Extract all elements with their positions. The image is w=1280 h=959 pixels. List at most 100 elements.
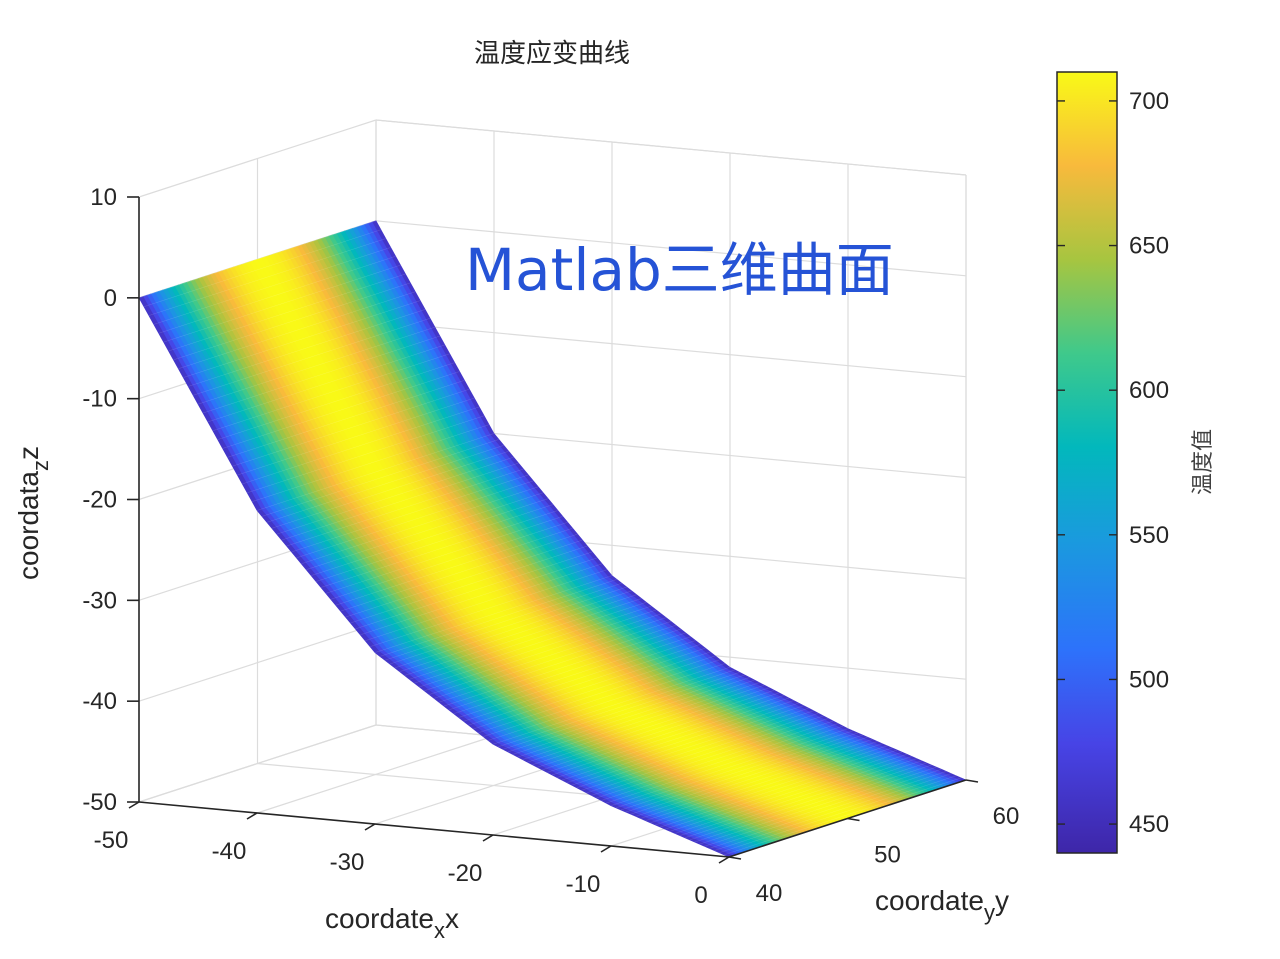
colorbar-tick-label: 550	[1129, 522, 1169, 549]
mesh-line	[645, 743, 883, 821]
z-tick-label: -50	[82, 789, 117, 816]
mesh-line	[212, 353, 450, 431]
mesh-line	[197, 326, 436, 405]
mesh-line	[596, 720, 834, 799]
mesh-line	[207, 344, 445, 423]
mesh-line	[404, 598, 642, 676]
mesh-line	[148, 238, 386, 316]
mesh-line	[443, 628, 681, 707]
mesh-line	[315, 504, 554, 582]
y-tick	[847, 817, 860, 822]
mesh-line	[237, 397, 475, 476]
mesh-line	[394, 590, 632, 669]
mesh-line	[276, 456, 514, 535]
mesh-line	[478, 655, 716, 734]
mesh-line	[414, 605, 652, 684]
mesh-line	[438, 624, 676, 703]
mesh-line	[640, 741, 878, 819]
y-tick	[728, 856, 742, 860]
x-tick	[482, 834, 494, 842]
mesh-line	[350, 545, 588, 624]
x-tick	[364, 823, 376, 831]
mesh-line	[419, 609, 657, 688]
mesh-line	[542, 692, 780, 771]
mesh-line	[679, 758, 917, 836]
mesh-line	[625, 734, 863, 813]
z-tick-label: -20	[82, 487, 117, 514]
mesh-line	[512, 677, 750, 755]
x-tick-label: -50	[94, 827, 129, 854]
mesh-line	[256, 433, 495, 511]
mesh-line	[306, 492, 544, 570]
mesh-line	[261, 439, 499, 517]
mesh-line	[719, 775, 957, 853]
mesh-line	[483, 659, 721, 737]
grid-line	[375, 119, 967, 176]
mesh-line	[537, 690, 775, 768]
mesh-line	[684, 760, 922, 838]
mesh-line	[522, 682, 760, 760]
mesh-line	[153, 247, 391, 325]
mesh-line	[325, 516, 563, 594]
mesh-line	[360, 557, 598, 636]
colorbar-tick-label: 450	[1129, 811, 1169, 838]
mesh-line	[635, 739, 873, 817]
mesh-line	[704, 769, 942, 847]
mesh-line	[497, 669, 735, 748]
mesh-line	[591, 718, 829, 796]
z-tick-label: -30	[82, 587, 117, 614]
mesh-line	[492, 667, 731, 745]
mesh-line	[345, 539, 583, 618]
mesh-line	[699, 766, 937, 845]
x-tick-label: -10	[566, 871, 601, 898]
y-tick	[965, 779, 979, 783]
mesh-line	[458, 640, 696, 718]
colorbar-tick-label: 700	[1129, 88, 1169, 115]
mesh-line	[610, 728, 849, 806]
mesh-line	[143, 229, 381, 307]
x-tick	[600, 845, 612, 853]
mesh-line	[252, 424, 490, 502]
mesh-line	[168, 273, 406, 352]
x-tick-label: -40	[212, 838, 247, 865]
grid-line	[375, 220, 967, 277]
x-tick-label: -30	[330, 849, 365, 876]
mesh-line	[669, 754, 908, 832]
colorbar-tick-label: 500	[1129, 666, 1169, 693]
mesh-line	[571, 707, 809, 786]
x-tick	[128, 801, 140, 809]
mesh-line	[193, 318, 431, 396]
mesh-line	[320, 510, 558, 588]
z-axis-label: coordatazz	[13, 446, 53, 580]
mesh-line	[576, 710, 814, 788]
mesh-line	[173, 282, 411, 361]
mesh-line	[714, 773, 952, 851]
mesh-line	[311, 498, 549, 576]
colorbar-tick-label: 650	[1129, 233, 1169, 260]
mesh-line	[232, 388, 470, 467]
mesh-line	[374, 575, 613, 653]
mesh-line	[384, 582, 622, 661]
x-tick	[718, 856, 730, 864]
mesh-line	[330, 522, 568, 600]
z-tick-label: -40	[82, 688, 117, 715]
x-tick	[246, 812, 258, 820]
colorbar-label: 温度值	[1191, 429, 1216, 495]
mesh-line	[188, 309, 426, 387]
y-tick-label: 40	[756, 880, 783, 907]
mesh-line	[281, 462, 519, 541]
x-axis-label: coordatexx	[325, 903, 459, 943]
grid-line	[138, 623, 377, 702]
chart-title: 温度应变曲线	[474, 39, 630, 69]
mesh-line	[242, 406, 480, 485]
mesh-line	[217, 362, 455, 440]
watermark-text: Matlab三维曲面	[465, 236, 894, 304]
mesh-line	[424, 613, 662, 692]
mesh-line	[370, 569, 608, 647]
mesh-line	[532, 687, 770, 765]
mesh-line	[620, 732, 858, 811]
mesh-line	[660, 749, 898, 828]
mesh-line	[448, 632, 686, 711]
mesh-line	[365, 563, 603, 641]
